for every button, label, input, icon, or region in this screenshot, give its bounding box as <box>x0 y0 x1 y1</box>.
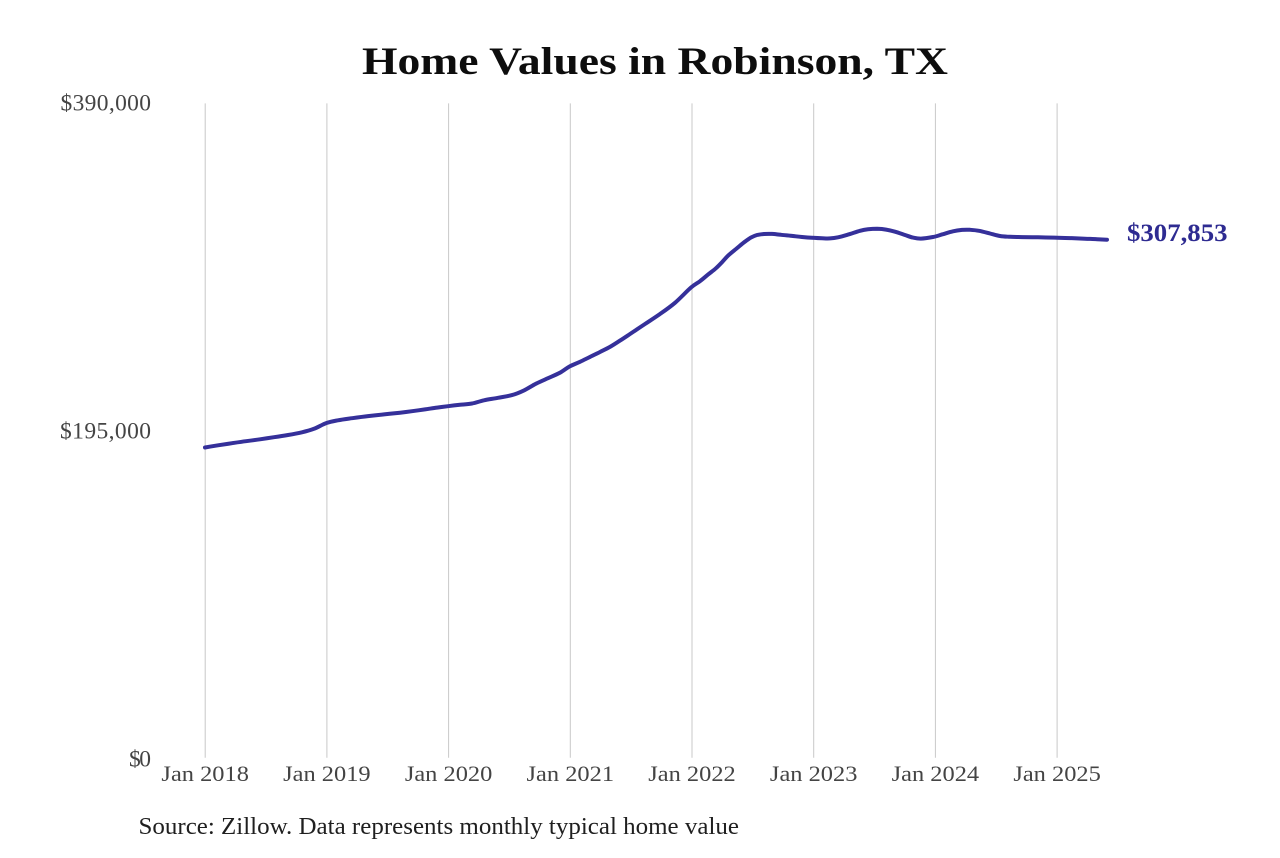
svg-text:Jan 2024: Jan 2024 <box>892 761 980 786</box>
svg-text:$390,000: $390,000 <box>61 91 152 117</box>
svg-text:Home Values in Robinson, TX: Home Values in Robinson, TX <box>362 40 948 83</box>
svg-text:$0: $0 <box>129 747 151 773</box>
svg-text:$307,853: $307,853 <box>1127 218 1228 247</box>
svg-text:$195,000: $195,000 <box>60 418 151 444</box>
svg-text:Jan 2020: Jan 2020 <box>405 761 493 786</box>
svg-text:Jan 2019: Jan 2019 <box>283 761 371 786</box>
svg-text:Jan 2025: Jan 2025 <box>1013 761 1101 786</box>
svg-text:Jan 2023: Jan 2023 <box>770 761 858 786</box>
svg-text:Source: Zillow. Data represent: Source: Zillow. Data represents monthly … <box>139 813 740 840</box>
svg-text:Jan 2018: Jan 2018 <box>161 761 249 786</box>
svg-text:Jan 2021: Jan 2021 <box>527 761 615 786</box>
svg-text:Jan 2022: Jan 2022 <box>648 761 736 786</box>
